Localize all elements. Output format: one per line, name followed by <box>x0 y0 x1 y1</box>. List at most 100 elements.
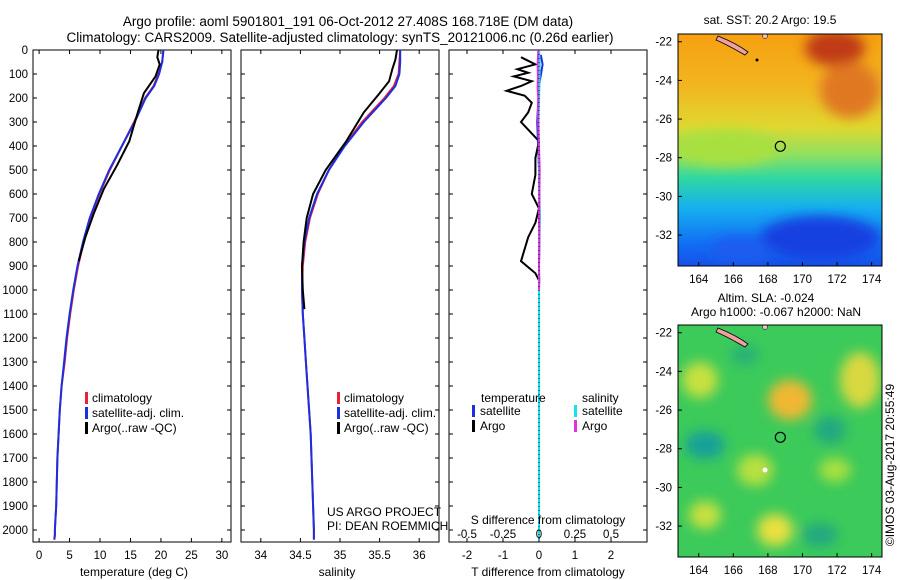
sst-warm-patch <box>805 34 865 66</box>
sst-cold-patch <box>710 236 770 264</box>
sst-cool-patch <box>678 130 780 166</box>
depth-tick-label: 300 <box>9 117 28 129</box>
salinity-plot: 34 34.5 35 35.5 36 <box>254 49 426 562</box>
series-line-argo-raw-qc- <box>77 49 161 262</box>
depth-tick-label: 1700 <box>2 453 28 465</box>
lon-tick-label: 164 <box>689 274 709 286</box>
depth-tick-label: 900 <box>9 261 28 273</box>
difference-plot: -2 -1 0 1 2-0.5 -0.25 0 0.25 0.5 <box>457 49 619 562</box>
lat-tick-label: -22 <box>655 37 672 49</box>
series-line-satellite-adj-clim- <box>53 49 165 540</box>
x-tick-label: 34.5 <box>289 550 311 562</box>
sla-high <box>689 501 721 529</box>
legend-label-climatology: climatology <box>92 391 152 405</box>
x-tick-label: 35.5 <box>368 550 390 562</box>
sla-high <box>737 454 773 486</box>
sst-cold-patch <box>760 216 880 260</box>
new-caledonia-island <box>715 35 749 56</box>
sst-map-axes: 164 166 168 170 172 174 -22 -24 -26 -28 -30 -32 <box>655 37 881 286</box>
legend-label-s-satellite: satellite <box>582 404 623 418</box>
argo-position-marker <box>774 140 786 152</box>
island-dot <box>762 325 768 330</box>
lon-tick-label: 166 <box>724 274 743 286</box>
lat-tick-label: -30 <box>655 482 672 494</box>
lat-tick-label: -24 <box>655 366 672 378</box>
legend-swatch-climatology <box>85 392 88 404</box>
legend-label-s-argo: Argo <box>582 419 608 433</box>
depth-tick-label: 1200 <box>2 333 28 345</box>
lon-tick-label: 168 <box>758 274 777 286</box>
legend-swatch-argo <box>337 422 340 434</box>
legend-label-climatology: climatology <box>344 391 404 405</box>
header-line-2: Climatology: CARS2009. Satellite-adjuste… <box>66 30 613 45</box>
sla-map-axes: 164 166 168 170 172 174 -22 -24 -26 -28 -30 -32 <box>655 328 881 577</box>
lon-tick-label: 170 <box>793 274 812 286</box>
lat-tick-label: -28 <box>655 153 672 165</box>
legend-label-argo: Argo(..raw -QC) <box>92 421 177 435</box>
island-dot <box>755 58 759 62</box>
new-caledonia-island <box>715 327 749 348</box>
sst-warm-patch <box>820 62 880 118</box>
lon-tick-label: 172 <box>827 274 846 286</box>
sla-high <box>682 362 718 398</box>
sla-map-frame <box>677 324 883 558</box>
legend-label-argo: Argo(..raw -QC) <box>344 421 429 435</box>
credit-line-2: PI: DEAN ROEMMICH <box>327 519 448 533</box>
sla-high <box>819 458 851 482</box>
legend-title-temperature: temperature <box>481 391 546 405</box>
lon-tick-label: 164 <box>689 565 709 577</box>
s-diff-tick-label: 0.25 <box>564 529 586 541</box>
lon-tick-label: 168 <box>758 565 777 577</box>
x-tick-label: 35 <box>334 550 347 562</box>
x-tick-label: 20 <box>155 550 168 562</box>
sla-map-title: Altim. SLA: -0.024 <box>718 291 815 305</box>
imos-timestamp: ©IMOS 03-Aug-2017 20:55:49 <box>883 384 897 547</box>
salinity-xlabel: salinity <box>319 565 356 579</box>
lat-tick-label: -24 <box>655 75 672 87</box>
difference-legend: temperature salinity satellite Argo sate… <box>472 391 623 433</box>
legend-swatch-s-argo <box>574 420 577 432</box>
x-tick-label: 0 <box>536 550 542 562</box>
depth-tick-label: 700 <box>9 213 28 225</box>
temperature-xlabel: temperature (deg C) <box>80 565 188 579</box>
sla-high <box>757 514 793 546</box>
lat-tick-label: -22 <box>655 328 672 340</box>
sla-map-subtitle: Argo h1000: -0.067 h2000: NaN <box>691 305 861 319</box>
sst-map <box>678 34 882 266</box>
difference-panel-frame <box>448 49 648 543</box>
x-tick-label: 34 <box>254 550 267 562</box>
legend-swatch-satellite-adj <box>85 407 88 419</box>
lon-tick-label: 174 <box>862 565 882 577</box>
depth-tick-label: 1900 <box>2 501 28 513</box>
sla-low <box>685 431 725 459</box>
sst-map-frame <box>677 33 883 267</box>
difference-xlabel: T difference from climatology <box>471 565 625 579</box>
sla-map <box>678 325 882 557</box>
legend-swatch-argo <box>85 422 88 434</box>
header-line-1: Argo profile: aoml 5901801_191 06-Oct-20… <box>123 14 573 29</box>
legend-label-t-satellite: satellite <box>480 404 521 418</box>
x-tick-label: -2 <box>462 550 472 562</box>
island-dot <box>762 467 768 473</box>
x-tick-label: -1 <box>498 550 508 562</box>
lon-tick-label: 172 <box>827 565 846 577</box>
sla-low <box>814 416 846 444</box>
x-tick-label: 25 <box>185 550 198 562</box>
s-diff-tick-label: -0.25 <box>490 529 516 541</box>
depth-tick-label: 1100 <box>3 309 28 321</box>
depth-tick-label: 1500 <box>2 405 28 417</box>
lat-tick-label: -28 <box>655 444 672 456</box>
lat-tick-label: -30 <box>655 191 672 203</box>
temperature-panel-frame <box>32 49 232 543</box>
lon-tick-label: 174 <box>862 274 882 286</box>
lat-tick-label: -32 <box>655 230 672 242</box>
legend-swatch-s-satellite <box>574 405 577 417</box>
x-tick-label: 30 <box>215 550 228 562</box>
legend-title-salinity: salinity <box>582 391 619 405</box>
salinity-legend: climatology satellite-adj. clim. Argo(..… <box>337 391 436 435</box>
depth-tick-label: 800 <box>9 237 28 249</box>
depth-tick-label: 1300 <box>2 357 28 369</box>
legend-swatch-satellite-adj <box>337 407 340 419</box>
x-tick-label: 0 <box>36 550 42 562</box>
